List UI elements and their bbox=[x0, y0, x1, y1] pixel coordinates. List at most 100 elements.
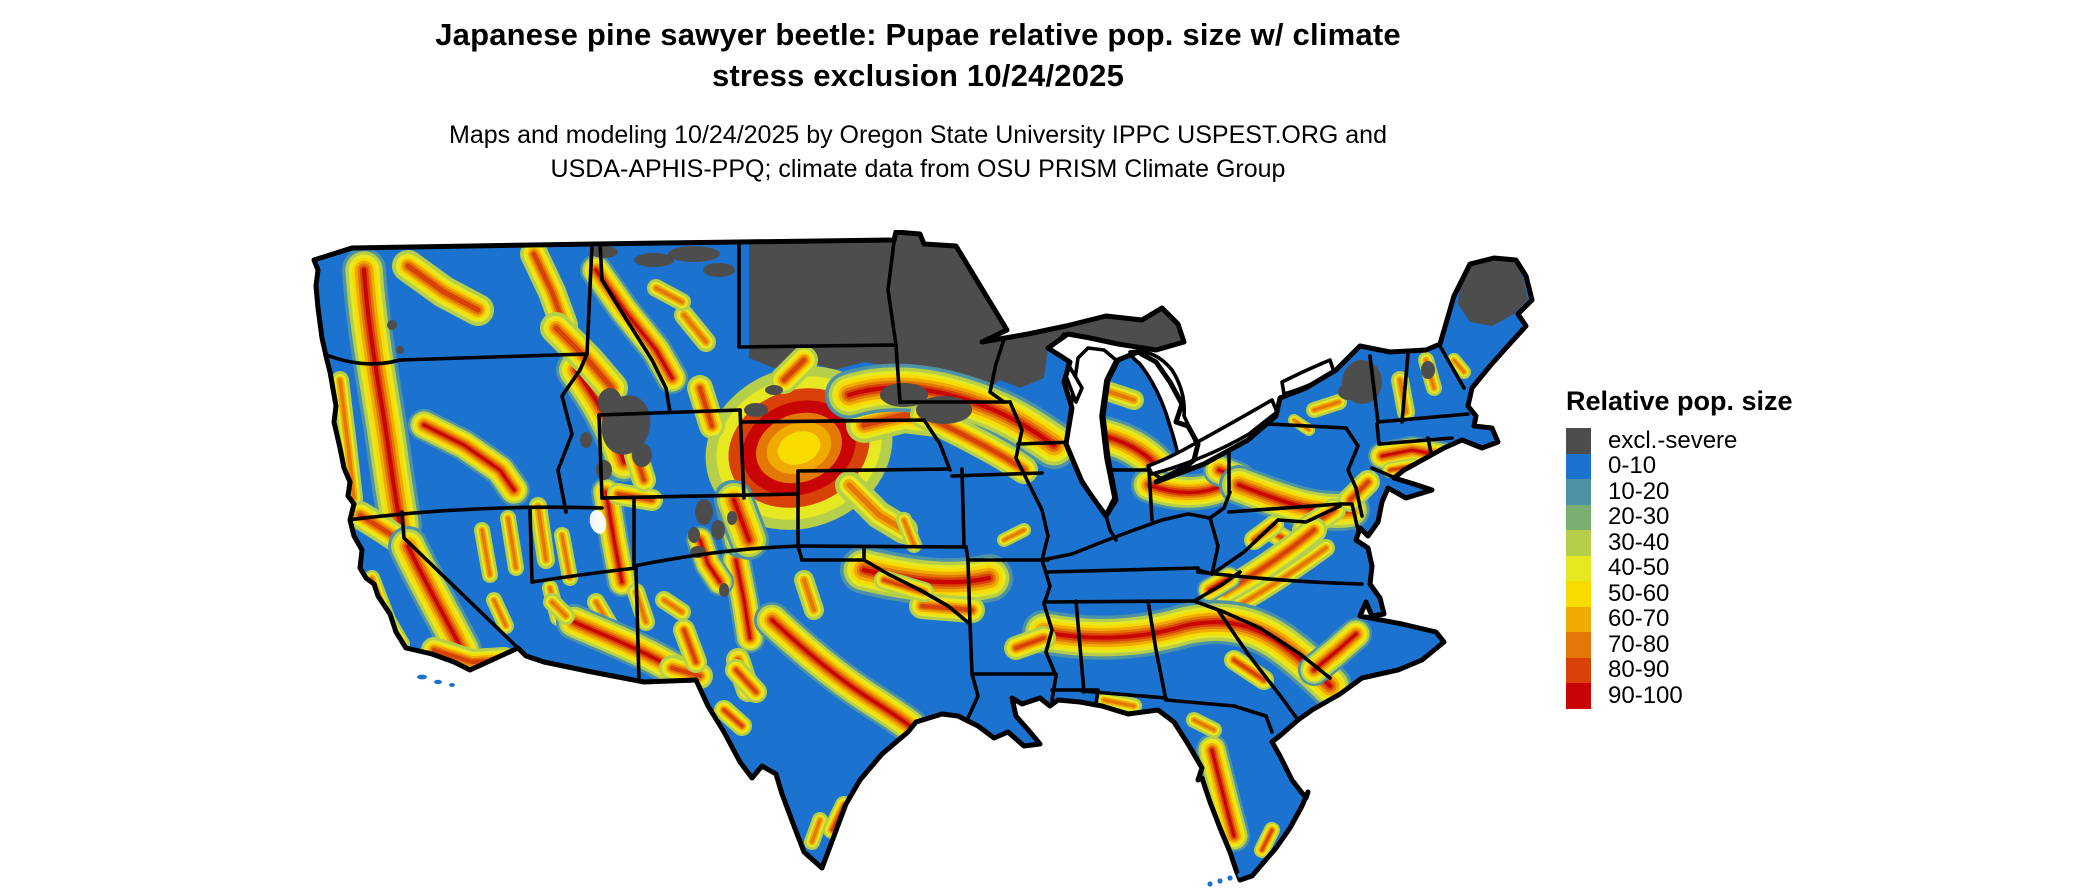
state-border bbox=[1196, 570, 1364, 586]
legend-color-swatch bbox=[1566, 530, 1591, 556]
state-border bbox=[1046, 566, 1200, 574]
legend-label: 10-20 bbox=[1608, 477, 1670, 505]
state-border bbox=[1210, 518, 1280, 576]
subtitle-line-2: USDA-APHIS-PPQ; climate data from OSU PR… bbox=[550, 155, 1286, 183]
state-border bbox=[528, 508, 534, 584]
population-band bbox=[662, 598, 684, 614]
state-border bbox=[960, 467, 966, 548]
population-band bbox=[596, 677, 627, 708]
population-band bbox=[1232, 658, 1266, 682]
us-map bbox=[304, 229, 1536, 888]
legend-item-10-20: 10-20 bbox=[1566, 477, 1886, 505]
state-border bbox=[1338, 502, 1360, 532]
population-band bbox=[553, 325, 615, 391]
channel-island bbox=[434, 679, 442, 685]
conus-outline bbox=[311, 229, 1535, 883]
state-border bbox=[1276, 504, 1342, 524]
state-border bbox=[322, 352, 589, 366]
legend-color-swatch bbox=[1566, 683, 1591, 709]
legend-item-80-90: 80-90 bbox=[1566, 657, 1886, 683]
legend-item-50-60: 50-60 bbox=[1566, 579, 1886, 607]
legend-item-0-10: 0-10 bbox=[1566, 452, 1886, 480]
population-band bbox=[625, 683, 669, 717]
excluded-patch bbox=[744, 403, 768, 417]
population-band bbox=[902, 518, 916, 547]
legend-color-swatch bbox=[1566, 428, 1591, 454]
state-border bbox=[1227, 406, 1234, 424]
state-border bbox=[740, 418, 952, 472]
state-border bbox=[1008, 400, 1062, 720]
population-band bbox=[627, 685, 667, 715]
state-border bbox=[737, 343, 898, 349]
excluded-patch bbox=[596, 460, 612, 480]
channel-island bbox=[417, 674, 427, 680]
population-band bbox=[1002, 528, 1026, 542]
population-band bbox=[734, 668, 758, 694]
excluded-patch bbox=[711, 520, 725, 540]
population-band bbox=[1102, 698, 1136, 708]
legend-color-swatch bbox=[1566, 632, 1591, 658]
population-band bbox=[732, 498, 751, 542]
excluded-region-north bbox=[749, 232, 1184, 402]
population-band bbox=[406, 544, 464, 652]
state-border bbox=[1074, 599, 1086, 694]
state-border bbox=[1344, 426, 1364, 518]
subtitle-line-1: Maps and modeling 10/24/2025 by Oregon S… bbox=[449, 121, 1387, 149]
legend-label: 50-60 bbox=[1608, 579, 1670, 607]
legend-color-swatch bbox=[1566, 555, 1591, 581]
population-band bbox=[734, 558, 752, 640]
population-band bbox=[1014, 636, 1046, 650]
high-plains-hotspot bbox=[777, 431, 821, 465]
florida-keys-island bbox=[1237, 872, 1243, 878]
figure-title: Japanese pine sawyer beetle: Pupae relat… bbox=[0, 14, 1836, 96]
legend-color-swatch bbox=[1566, 479, 1591, 505]
excluded-region-maine bbox=[1458, 260, 1528, 326]
population-band bbox=[770, 618, 912, 728]
state-border bbox=[1376, 412, 1470, 424]
population-band bbox=[405, 263, 481, 313]
figure-subtitle: Maps and modeling 10/24/2025 by Oregon S… bbox=[0, 118, 1836, 186]
population-band bbox=[536, 504, 548, 562]
population-band bbox=[1312, 632, 1358, 672]
legend-list: excl.-severe 0-10 10-20 20-30 30-40 40-50 50-6… bbox=[1566, 426, 1886, 709]
legend-item-20-30: 20-30 bbox=[1566, 503, 1886, 531]
legend-label: 40-50 bbox=[1608, 554, 1670, 582]
population-band bbox=[682, 313, 708, 344]
population-band bbox=[1210, 748, 1236, 838]
legend-item-40-50: 40-50 bbox=[1566, 554, 1886, 582]
population-band bbox=[682, 628, 698, 664]
florida-keys-island bbox=[1217, 878, 1223, 884]
legend-label: 20-30 bbox=[1608, 503, 1670, 531]
state-border bbox=[600, 492, 800, 500]
state-border bbox=[1216, 608, 1300, 722]
excluded-patch bbox=[719, 583, 729, 597]
state-border bbox=[634, 566, 641, 684]
state-border bbox=[556, 352, 589, 514]
state-border bbox=[1192, 570, 1242, 603]
excluded-patch bbox=[688, 527, 700, 543]
state-border bbox=[1227, 502, 1342, 514]
excluded-patch bbox=[703, 263, 735, 277]
state-border bbox=[966, 558, 972, 626]
population-band bbox=[600, 681, 623, 704]
state-border bbox=[862, 558, 972, 626]
excluded-patch bbox=[598, 388, 622, 416]
state-border bbox=[968, 622, 974, 676]
state-border bbox=[1147, 468, 1154, 522]
population-band bbox=[630, 688, 664, 712]
legend-label: 70-80 bbox=[1608, 630, 1670, 658]
legend-label: excl.-severe bbox=[1608, 426, 1738, 454]
excluded-patch bbox=[590, 246, 618, 258]
state-border bbox=[1370, 466, 1395, 479]
population-band bbox=[362, 268, 402, 527]
state-border bbox=[886, 240, 898, 347]
state-border bbox=[1042, 599, 1196, 604]
population-band bbox=[846, 482, 907, 533]
legend-label: 0-10 bbox=[1608, 452, 1657, 480]
population-band bbox=[697, 385, 715, 429]
legend-item-30-40: 30-40 bbox=[1566, 529, 1886, 556]
legend-color-swatch bbox=[1566, 657, 1591, 683]
excluded-patch bbox=[396, 346, 404, 354]
state-border bbox=[1192, 599, 1332, 680]
excluded-patch bbox=[580, 432, 592, 448]
